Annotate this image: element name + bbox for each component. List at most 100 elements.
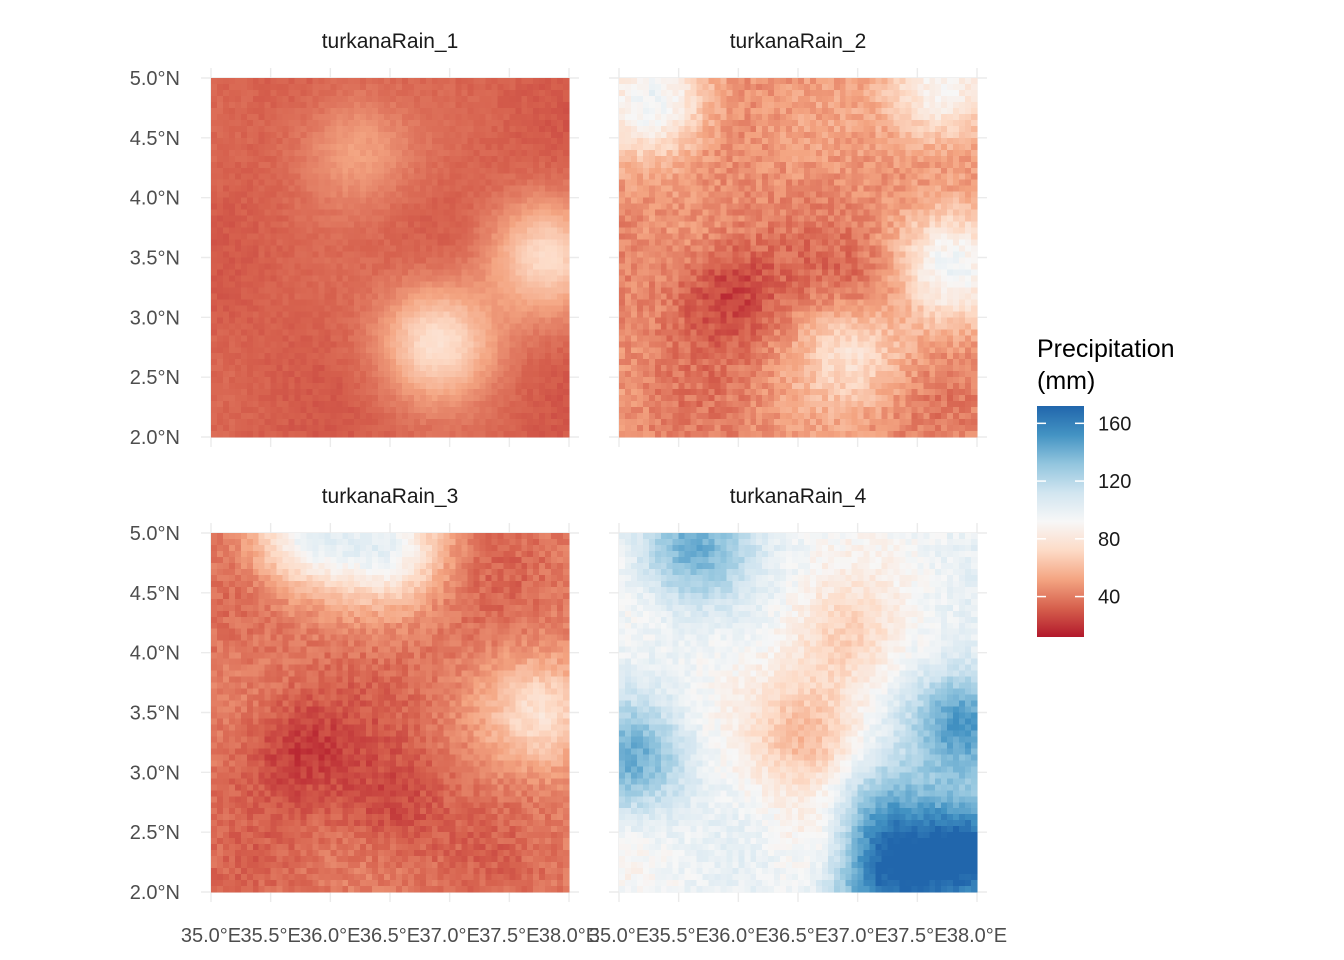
raster-cell	[503, 156, 510, 163]
raster-cell	[271, 108, 278, 115]
raster-cell	[342, 407, 349, 414]
raster-cell	[211, 389, 218, 396]
raster-cell	[521, 150, 528, 157]
raster-cell	[432, 281, 439, 288]
raster-cell	[533, 216, 540, 223]
raster-cell	[697, 84, 704, 91]
raster-cell	[450, 138, 457, 145]
raster-cell	[714, 204, 721, 211]
raster-cell	[271, 263, 278, 270]
raster-cell	[738, 90, 745, 97]
raster-cell	[223, 216, 230, 223]
raster-cell	[396, 341, 403, 348]
raster-cell	[527, 341, 534, 348]
raster-cell	[468, 78, 475, 85]
raster-cell	[384, 186, 391, 193]
raster-cell	[324, 162, 331, 169]
raster-cell	[271, 252, 278, 259]
raster-cell	[515, 365, 522, 372]
raster-cell	[408, 413, 415, 420]
raster-cell	[259, 371, 266, 378]
raster-cell	[468, 263, 475, 270]
raster-cell	[432, 341, 439, 348]
raster-cell	[217, 144, 224, 151]
raster-cell	[223, 102, 230, 109]
raster-cell	[402, 371, 409, 378]
raster-cell	[312, 377, 319, 384]
raster-cell	[709, 102, 716, 109]
raster-cell	[253, 114, 260, 121]
raster-cell	[253, 138, 260, 145]
raster-cell	[366, 90, 373, 97]
raster-cell	[289, 126, 296, 133]
raster-cell	[253, 299, 260, 306]
raster-cell	[229, 174, 236, 181]
raster-cell	[485, 365, 492, 372]
raster-cell	[923, 90, 930, 97]
raster-cell	[852, 210, 859, 217]
raster-cell	[810, 198, 817, 205]
raster-cell	[211, 413, 218, 420]
raster-cell	[295, 216, 302, 223]
raster-cell	[539, 311, 546, 318]
raster-cell	[941, 114, 948, 121]
raster-cell	[497, 371, 504, 378]
raster-cell	[485, 102, 492, 109]
raster-cell	[277, 162, 284, 169]
raster-cell	[283, 222, 290, 229]
raster-cell	[366, 108, 373, 115]
raster-cell	[846, 84, 853, 91]
raster-cell	[259, 281, 266, 288]
raster-cell	[798, 114, 805, 121]
raster-cell	[265, 275, 272, 282]
raster-cell	[533, 150, 540, 157]
raster-cell	[533, 431, 540, 438]
raster-cell	[283, 174, 290, 181]
raster-cell	[378, 96, 385, 103]
raster-cell	[509, 323, 516, 330]
raster-cell	[774, 126, 781, 133]
raster-cell	[882, 102, 889, 109]
raster-cell	[774, 96, 781, 103]
raster-cell	[384, 174, 391, 181]
raster-cell	[491, 383, 498, 390]
raster-cell	[265, 240, 272, 247]
raster-cell	[491, 210, 498, 217]
raster-cell	[420, 174, 427, 181]
raster-cell	[438, 210, 445, 217]
raster-cell	[557, 162, 564, 169]
raster-cell	[360, 252, 367, 259]
raster-cell	[301, 281, 308, 288]
raster-cell	[366, 353, 373, 360]
raster-cell	[780, 186, 787, 193]
raster-cell	[462, 269, 469, 276]
raster-cell	[941, 168, 948, 175]
raster-cell	[480, 234, 487, 241]
raster-cell	[318, 425, 325, 432]
raster-cell	[557, 425, 564, 432]
raster-cell	[911, 84, 918, 91]
raster-cell	[462, 353, 469, 360]
raster-cell	[444, 383, 451, 390]
raster-cell	[876, 132, 883, 139]
raster-cell	[426, 210, 433, 217]
raster-cell	[378, 168, 385, 175]
raster-cell	[480, 84, 487, 91]
raster-cell	[947, 198, 954, 205]
raster-cell	[509, 168, 516, 175]
raster-cell	[289, 246, 296, 253]
raster-cell	[619, 114, 626, 121]
raster-cell	[485, 108, 492, 115]
raster-cell	[378, 401, 385, 408]
raster-cell	[491, 323, 498, 330]
raster-cell	[798, 180, 805, 187]
raster-cell	[360, 114, 367, 121]
raster-cell	[342, 311, 349, 318]
raster-cell	[685, 156, 692, 163]
raster-cell	[366, 222, 373, 229]
raster-cell	[480, 347, 487, 354]
raster-cell	[247, 144, 254, 151]
raster-cell	[259, 341, 266, 348]
raster-cell	[312, 425, 319, 432]
raster-cell	[953, 126, 960, 133]
